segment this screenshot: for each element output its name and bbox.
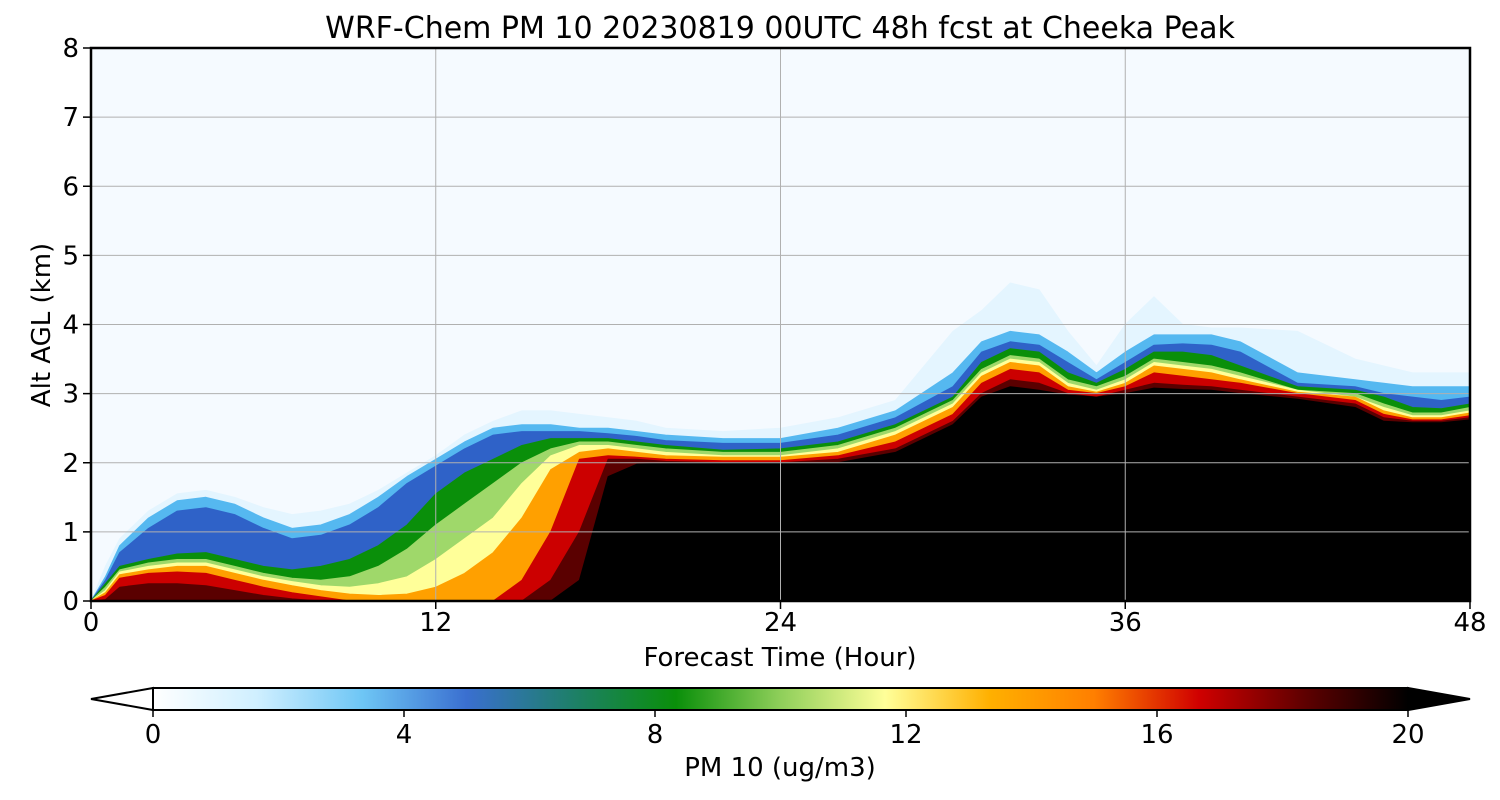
y-tick-label: 3 — [62, 380, 79, 410]
y-axis-label: Alt AGL (km) — [27, 243, 57, 407]
chart-title: WRF-Chem PM 10 20230819 00UTC 48h fcst a… — [325, 11, 1235, 46]
y-axis: 0 1 2 3 4 5 6 7 8 — [62, 34, 91, 617]
colorbar-tick-label: 20 — [1391, 720, 1424, 750]
colorbar-extend-min — [90, 686, 154, 712]
colorbar-tick-label: 12 — [889, 720, 922, 750]
colorbar-frame — [152, 687, 1409, 711]
colorbar-gradient — [153, 688, 1408, 710]
y-tick-label: 2 — [62, 449, 79, 479]
y-tick-label: 0 — [62, 587, 79, 617]
y-tick-label: 4 — [62, 311, 79, 341]
plot-area — [89, 46, 1472, 603]
colorbar-tick-label: 8 — [647, 720, 664, 750]
y-tick-label: 1 — [62, 518, 79, 548]
colorbar-ticks: 0 4 8 12 16 20 — [145, 710, 1425, 750]
colorbar-label: PM 10 (ug/m3) — [684, 753, 876, 783]
colorbar-tick-label: 4 — [396, 720, 413, 750]
colorbar-tick-label: 0 — [145, 720, 162, 750]
x-tick-label: 24 — [764, 608, 797, 638]
y-tick-label: 8 — [62, 34, 79, 64]
y-tick-label: 7 — [62, 103, 79, 133]
colorbar-tick-label: 16 — [1140, 720, 1173, 750]
y-tick-label: 6 — [62, 172, 79, 202]
x-axis-label: Forecast Time (Hour) — [643, 643, 916, 673]
colorbar-extend-max — [1407, 686, 1471, 712]
colorbar: 0 4 8 12 16 20 PM 10 (ug/m3) — [90, 686, 1471, 783]
x-tick-label: 0 — [83, 608, 100, 638]
x-tick-label: 48 — [1453, 608, 1486, 638]
x-tick-label: 36 — [1109, 608, 1142, 638]
y-tick-label: 5 — [62, 241, 79, 271]
x-axis: 0 12 24 36 48 — [83, 601, 1487, 638]
x-tick-label: 12 — [419, 608, 452, 638]
